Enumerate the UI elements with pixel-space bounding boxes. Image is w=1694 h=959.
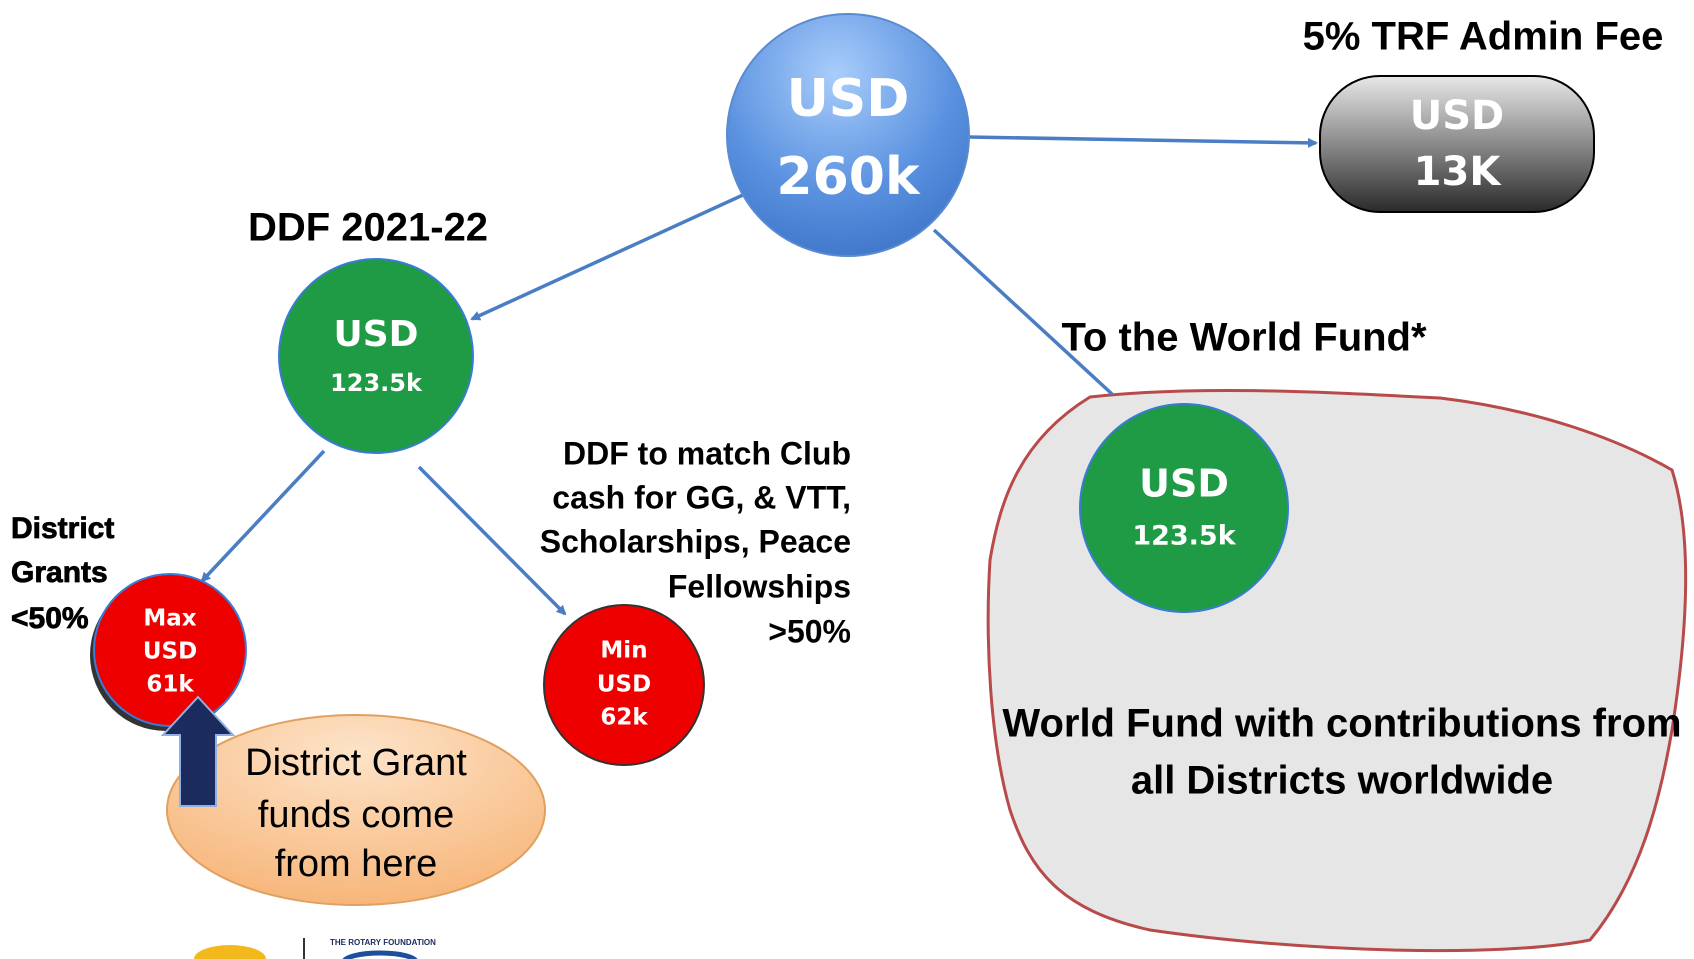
node-text: USD	[1410, 93, 1505, 139]
world-caption: all Districts worldwide	[1131, 759, 1553, 803]
callout	[166, 714, 546, 906]
node-min	[543, 604, 705, 766]
node-text: 13K	[1414, 149, 1503, 195]
callout-text: funds come	[258, 794, 454, 836]
node-text: USD	[143, 639, 197, 665]
node-text: USD	[787, 69, 910, 129]
match-label: cash for GG, & VTT,	[552, 479, 851, 515]
node-ddf	[278, 258, 474, 454]
arrow	[470, 187, 757, 321]
node-top	[726, 13, 970, 257]
centennial-logo	[342, 950, 418, 959]
node-text: 61k	[146, 672, 194, 698]
arrow	[417, 465, 567, 616]
node-text: Max	[143, 606, 196, 632]
arrow	[968, 135, 1318, 148]
node-text: Min	[600, 638, 647, 664]
world-caption: World Fund with contributions from	[1002, 702, 1681, 746]
arrow	[200, 449, 326, 583]
foundation-text: THE ROTARY FOUNDATION	[330, 938, 436, 947]
node-text: 62k	[600, 705, 648, 731]
node-admin	[1319, 75, 1595, 213]
node-text: USD	[333, 314, 418, 355]
callout-text: from here	[275, 843, 438, 885]
callout-text: District Grant	[245, 742, 467, 784]
dg-label: Grants	[11, 556, 108, 589]
connector	[932, 228, 1114, 396]
node-world	[1079, 403, 1289, 613]
world-title: To the World Fund*	[1061, 316, 1427, 360]
dg-label: District	[11, 512, 114, 545]
ddf-title: DDF 2021-22	[248, 206, 488, 250]
node-text: USD	[1139, 462, 1229, 506]
dg-label: <50%	[11, 602, 89, 635]
node-text: 123.5k	[1132, 521, 1236, 552]
match-label: DDF to match Club	[563, 435, 851, 471]
up-arrow	[160, 695, 236, 807]
match-label: Scholarships, Peace	[540, 523, 851, 559]
match-label: >50%	[768, 613, 851, 649]
node-text: USD	[597, 672, 651, 698]
admin-title: 5% TRF Admin Fee	[1303, 15, 1664, 59]
node-text: 260k	[776, 147, 921, 207]
node-text: 123.5k	[330, 369, 423, 397]
match-label: Fellowships	[668, 568, 851, 604]
rotary-logo	[194, 945, 266, 959]
